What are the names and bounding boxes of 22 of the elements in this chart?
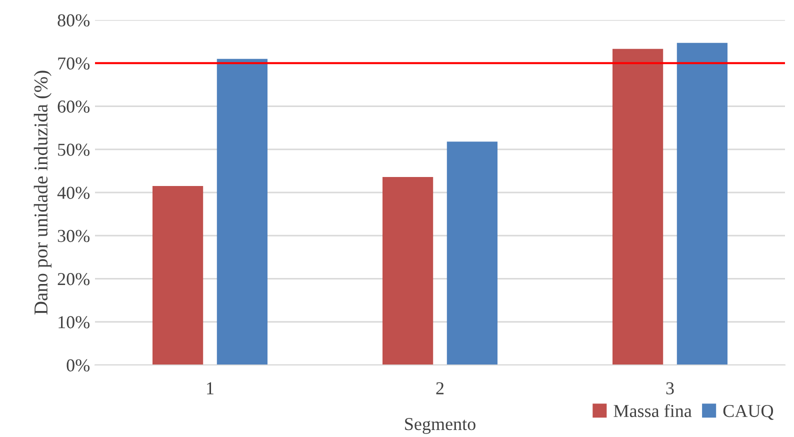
y-tick-label: 40%	[57, 186, 90, 199]
x-axis-title: Segmento	[405, 418, 476, 434]
legend-label: Massa fina	[614, 404, 692, 418]
bar	[382, 176, 434, 365]
legend-label: CAUQ	[723, 404, 774, 420]
bar	[216, 58, 268, 365]
y-tick-label: 20%	[58, 273, 90, 286]
y-tick-label: 10%	[58, 316, 90, 328]
bar	[676, 42, 728, 365]
y-tick-label: 60%	[58, 100, 90, 113]
x-tick-label: 2	[436, 382, 444, 394]
bar	[612, 48, 664, 365]
y-tick-label: 70%	[58, 57, 90, 70]
x-tick-label: 3	[666, 382, 674, 394]
y-tick-label: 50%	[58, 144, 90, 156]
bar	[152, 186, 204, 365]
y-tick-label: 30%	[58, 230, 90, 242]
bar	[446, 142, 498, 365]
x-tick-label: 1	[207, 382, 214, 394]
y-tick-label: 80%	[58, 14, 90, 26]
y-axis-title: Dano por unidade induzida (%)	[34, 70, 52, 315]
y-tick-label: 0%	[66, 359, 90, 372]
